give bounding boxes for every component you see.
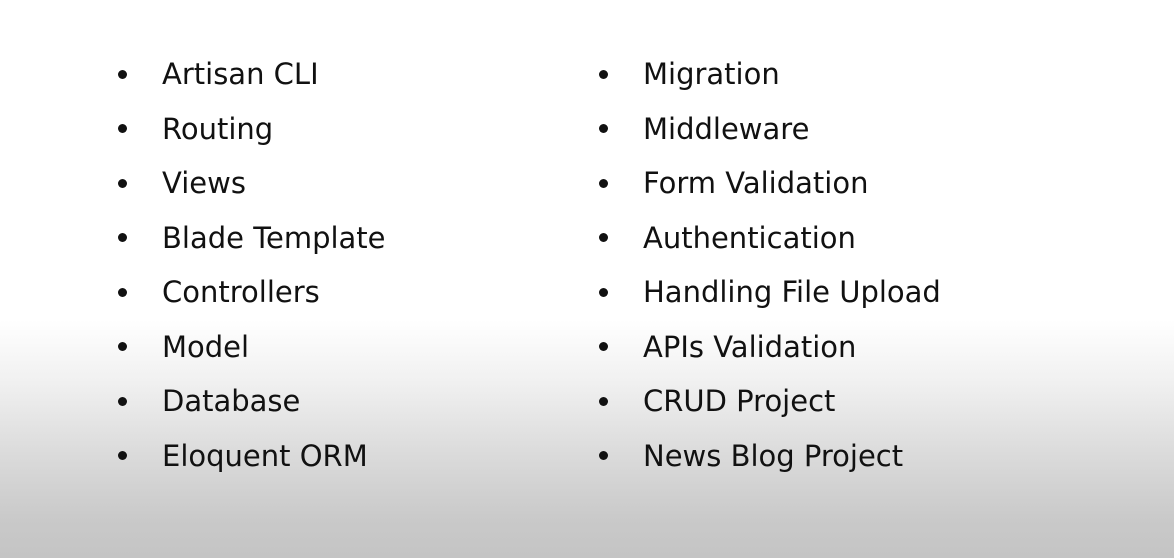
list-item-label: Handling File Upload [643,275,941,309]
list-item-label: Form Validation [643,166,869,200]
list-item-label: Routing [162,111,274,146]
bullet-icon [118,396,127,406]
list-item-label: Migration [643,57,780,91]
list-item-label: News Blog Project [643,438,904,473]
bullet-icon [118,69,127,79]
list-item-label: Database [162,384,301,418]
list-item-label: Model [162,329,250,364]
bullet-icon [118,124,127,134]
list-item-label: Blade Template [162,220,386,255]
list-item-label: Controllers [162,275,320,309]
list-item-label: Artisan CLI [162,57,319,91]
bullet-icon [599,233,608,243]
list-item-label: Views [162,166,246,200]
bullet-icon [118,342,127,352]
list-item-label: Eloquent ORM [162,438,368,473]
bullet-icon [599,287,608,297]
list-item-label: APIs Validation [643,329,857,364]
bullet-icon [118,178,127,188]
bullet-icon [599,396,608,406]
bullet-icon [599,69,608,79]
bullet-icon [118,287,127,297]
bullet-icon [599,124,608,134]
list-item-label: Middleware [643,111,810,146]
bullet-icon [118,451,127,461]
bullet-icon [118,233,127,243]
bullet-icon [599,178,608,188]
list-item-label: Authentication [643,220,856,255]
bullet-icon [599,342,608,352]
list-item-label: CRUD Project [643,384,836,418]
bullet-icon [599,451,608,461]
